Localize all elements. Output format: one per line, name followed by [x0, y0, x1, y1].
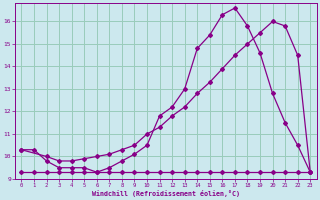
- X-axis label: Windchill (Refroidissement éolien,°C): Windchill (Refroidissement éolien,°C): [92, 190, 240, 197]
